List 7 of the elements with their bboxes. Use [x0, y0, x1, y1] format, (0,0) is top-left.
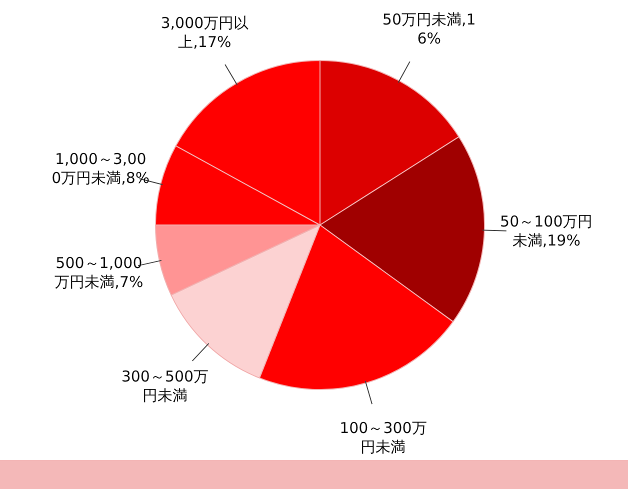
- slice-label: 50万円未満,16%: [382, 10, 476, 48]
- slice-label: 300～500万円未満: [121, 368, 209, 405]
- slice-label: 50～100万円未満,19%: [500, 212, 593, 250]
- slice-label: 100～300万円未満: [340, 419, 427, 456]
- slice-label: 1,000～3,000万円未満,8%: [52, 150, 150, 188]
- slice-label: 3,000万円以上,17%: [160, 14, 249, 51]
- slice-label: 500～1,000万円未満,7%: [54, 254, 144, 291]
